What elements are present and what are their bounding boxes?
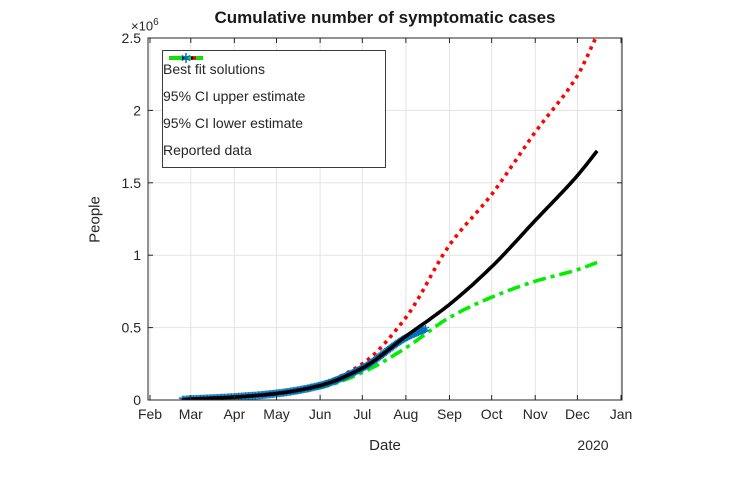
data-series-group [178, 38, 599, 400]
legend-asterisk-icon [181, 53, 191, 63]
y-tick-label: 2.5 [122, 30, 142, 46]
legend-item: 95% CI lower estimate [163, 56, 385, 135]
legend-item-label: 95% CI lower estimate [163, 114, 304, 131]
series-line-0 [182, 149, 599, 400]
x-axis-year-label: 2020 [577, 437, 609, 453]
y-axis-exponent: ×106 [131, 17, 159, 33]
series-line-2 [182, 260, 598, 400]
x-tick-label: Jan [610, 406, 633, 422]
legend-line-sample [169, 56, 203, 60]
x-tick-label: Sep [437, 406, 462, 422]
x-tick-label: Dec [565, 406, 590, 422]
x-tick-label: Mar [179, 406, 203, 422]
legend-item-label: Best fit solutions [163, 60, 265, 77]
y-tick-label: 0 [133, 392, 141, 408]
y-tick-label: 0.5 [122, 320, 142, 336]
legend-item: Reported data [163, 53, 385, 162]
y-axis-exponent-power: 6 [153, 17, 159, 28]
y-tick-label: 1.5 [122, 175, 142, 191]
x-tick-label: May [263, 406, 289, 422]
x-tick-label: Oct [481, 406, 503, 422]
x-tick-label: Feb [138, 406, 162, 422]
x-tick-label: Apr [223, 406, 245, 422]
x-tick-label: Jun [309, 406, 332, 422]
y-axis-label: People [86, 196, 104, 243]
x-axis-label: Date [369, 437, 401, 454]
legend-item: 95% CI upper estimate [163, 56, 385, 108]
x-tick-label: Jul [353, 406, 371, 422]
y-axis-exponent-base: ×10 [131, 18, 154, 34]
y-tick-label: 2 [133, 102, 141, 118]
legend-item-label: Reported data [163, 141, 252, 158]
axes-frame [147, 37, 623, 401]
x-tick-label: Aug [393, 406, 418, 422]
y-tick-label: 1 [133, 247, 141, 263]
legend-box: Best fit solutions 95% CI upper estimate 9… [162, 50, 386, 168]
chart-title: Cumulative number of symptomatic cases [214, 8, 556, 27]
legend-item-label: 95% CI upper estimate [163, 87, 306, 104]
x-tick-label: Nov [523, 406, 548, 422]
